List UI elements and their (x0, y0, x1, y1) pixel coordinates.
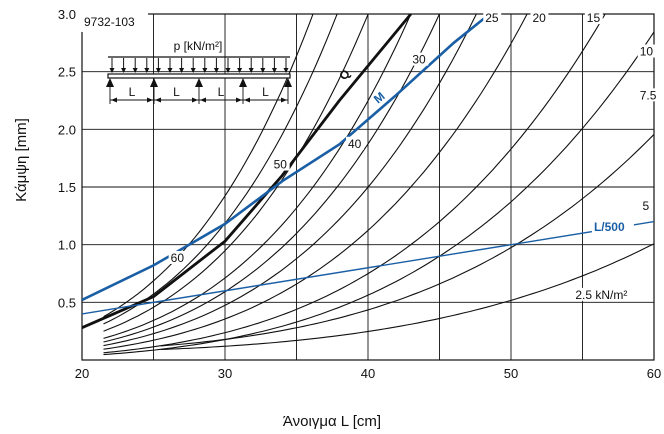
load-arrow-head (237, 68, 243, 73)
code-label: 9732-103 (84, 15, 135, 29)
curve-label: 60 (171, 251, 185, 265)
load-arrow-head (144, 68, 150, 73)
support-triangle (239, 78, 247, 87)
beam-load-inset: 9732-103 p [kN/m²] L L L L (80, 12, 292, 104)
x-tick-label: 50 (504, 366, 518, 381)
load-curve (103, 14, 314, 318)
dimension-arrow (244, 97, 250, 103)
load-curve (103, 14, 369, 332)
y-tick-label: 1.5 (58, 180, 76, 195)
label-bg (573, 287, 641, 301)
load-curve (103, 14, 606, 354)
load-arrow-head (213, 68, 219, 73)
x-tick-label: 30 (218, 366, 232, 381)
span-label: L (129, 85, 136, 99)
load-arrow-head (225, 68, 231, 73)
supports (106, 78, 292, 87)
curve-label: 10 (640, 45, 654, 59)
y-tick-label: 1.0 (58, 238, 76, 253)
curve-label: 20 (532, 11, 546, 25)
span-label: L (173, 85, 180, 99)
dimension-arrow (147, 97, 153, 103)
load-arrow-head (190, 68, 196, 73)
y-axis-title: Κάμψη [mm] (13, 118, 30, 202)
label-bg (168, 250, 187, 264)
y-tick-label: 2.0 (58, 122, 76, 137)
curve-label: 2.5 kN/m² (575, 288, 627, 302)
label-bg (410, 52, 429, 66)
load-arrow-head (167, 68, 173, 73)
label-bg (640, 199, 652, 213)
load-arrow-head (121, 68, 127, 73)
load-arrow-head (283, 68, 289, 73)
tick-labels: 20 30 40 50 60 3.0 2.5 2.0 1.5 1.0 0.5 (58, 7, 661, 381)
label-bg (530, 11, 549, 25)
x-tick-label: 40 (361, 366, 375, 381)
load-curves (103, 14, 654, 356)
load-arrow-head (271, 68, 277, 73)
load-curve (103, 14, 441, 343)
load-arrow-head (202, 68, 208, 73)
load-curve (160, 133, 654, 347)
load-arrow-head (260, 68, 266, 73)
x-tick-label: 60 (647, 366, 661, 381)
label-bg (483, 11, 502, 25)
load-arrow-head (109, 68, 115, 73)
dimension-arrow (236, 97, 242, 103)
curve-label: 7.5 (640, 88, 657, 102)
l500-label: L/500 (594, 220, 625, 234)
support-triangle (284, 78, 292, 87)
beam (107, 73, 291, 79)
curve-label: 30 (412, 53, 426, 67)
x-tick-label: 20 (75, 366, 89, 381)
load-arrows (109, 58, 289, 73)
x-axis-title: Άνοιγμα L [cm] (282, 413, 382, 430)
label-bg (591, 219, 634, 233)
dimension-arrow (281, 97, 287, 103)
label-bg (345, 136, 364, 150)
load-curve (103, 14, 338, 325)
load-curve (103, 30, 654, 356)
curve-label: 5 (643, 199, 650, 213)
curve-label: 25 (485, 11, 499, 25)
label-bg (271, 157, 290, 171)
grid (81, 13, 655, 361)
load-curve (103, 14, 477, 347)
y-tick-label: 2.5 (58, 65, 76, 80)
load-label: p [kN/m²] (174, 39, 223, 53)
load-arrow-head (179, 68, 185, 73)
load-curve (160, 243, 654, 351)
dimension-arrow (192, 97, 198, 103)
load-arrow-head (248, 68, 254, 73)
code-box (80, 12, 148, 32)
q-curve (82, 14, 412, 329)
dimension-arrow (155, 97, 161, 103)
support-triangle (106, 78, 114, 87)
support-triangle (150, 78, 158, 87)
load-arrow-head (132, 68, 138, 73)
special-curves (82, 14, 654, 329)
curve-label: 15 (587, 11, 601, 25)
curve-label: 50 (274, 158, 288, 172)
dimension-arrow (200, 97, 206, 103)
span-label: L (218, 85, 225, 99)
curve-label: 40 (348, 137, 362, 151)
label-bg (637, 44, 656, 58)
dimension-arrow (111, 97, 117, 103)
support-triangle (195, 78, 203, 87)
y-tick-label: 0.5 (58, 295, 76, 310)
load-curve (103, 14, 528, 350)
label-bg (584, 11, 603, 25)
y-tick-label: 3.0 (58, 7, 76, 22)
label-bg (637, 88, 663, 102)
m-curve (82, 14, 491, 302)
l500-line (82, 220, 654, 315)
load-curve (103, 14, 412, 339)
load-arrow-head (155, 68, 161, 73)
span-label: L (262, 85, 269, 99)
